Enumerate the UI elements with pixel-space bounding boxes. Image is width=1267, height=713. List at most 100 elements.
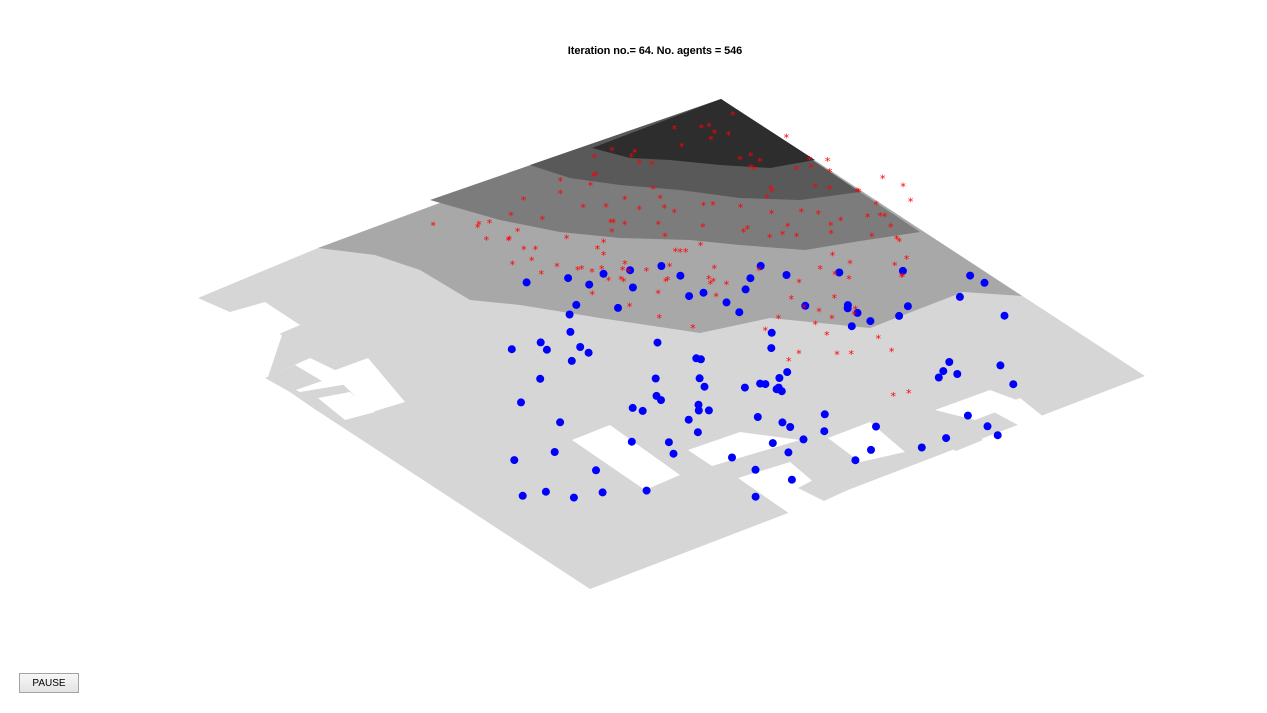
red-agent-marker: * (622, 194, 628, 207)
blue-agent-marker (700, 382, 709, 391)
red-agent-marker: * (815, 208, 821, 221)
red-agent-marker: * (698, 122, 704, 135)
red-agent-marker: * (673, 246, 679, 259)
red-agent-marker: * (737, 154, 743, 167)
blue-agent-marker (685, 292, 694, 301)
blue-agent-marker (735, 308, 744, 317)
red-agent-marker: * (888, 221, 894, 234)
blue-agent-marker (963, 411, 972, 420)
red-agent-marker: * (637, 158, 643, 171)
red-agent-marker: * (882, 211, 888, 224)
blue-agent-marker (556, 418, 565, 427)
blue-agent-marker (693, 428, 702, 437)
red-agent-marker: * (609, 226, 615, 239)
red-agent-marker: * (894, 233, 900, 246)
blue-agent-marker (642, 486, 651, 495)
red-agent-marker: * (757, 156, 763, 169)
red-agent-marker: * (834, 348, 840, 361)
blue-agent-marker (768, 439, 777, 448)
blue-agent-marker (934, 373, 943, 382)
red-agent-marker: * (892, 260, 898, 273)
red-agent-marker: * (794, 164, 800, 177)
red-agent-marker: * (890, 390, 896, 403)
blue-agent-marker (572, 300, 581, 309)
terrain-gap-3 (330, 358, 405, 412)
red-agent-marker: * (608, 217, 614, 230)
blue-agent-marker (694, 406, 703, 415)
red-agent-marker: * (620, 264, 626, 277)
blue-agent-marker (756, 379, 765, 388)
blue-agent-marker (704, 406, 713, 415)
blue-agent-marker (542, 345, 551, 354)
red-agent-marker: * (856, 186, 862, 199)
blue-agent-marker (585, 280, 594, 289)
blue-agent-marker (996, 361, 1005, 370)
blue-agent-marker (903, 302, 912, 311)
blue-agent-marker (569, 493, 578, 502)
blue-agent-marker (843, 304, 852, 313)
red-agent-marker: * (776, 313, 782, 326)
red-agent-marker: * (854, 185, 860, 198)
blue-agent-marker (835, 268, 844, 277)
red-agent-marker: * (580, 202, 586, 215)
red-agent-marker: * (708, 278, 714, 291)
blue-agent-marker (740, 383, 749, 392)
red-agent-marker: * (650, 183, 656, 196)
blue-agent-marker (847, 322, 856, 331)
red-agent-marker: * (506, 234, 512, 247)
red-agent-marker: * (713, 290, 719, 303)
red-agent-marker: * (690, 322, 696, 335)
red-agent-marker: * (798, 206, 804, 219)
red-agent-marker: * (780, 228, 786, 241)
red-agent-marker: * (712, 263, 718, 276)
red-agent-marker: * (889, 345, 895, 358)
red-agent-marker: * (824, 329, 830, 342)
red-agent-marker: * (851, 309, 857, 322)
blue-agent-marker (945, 358, 954, 366)
red-agent-marker: * (865, 211, 871, 224)
blue-agent-marker (541, 487, 550, 496)
red-agent-marker: * (708, 134, 714, 147)
red-agent-marker: * (665, 274, 671, 287)
blue-agent-marker (751, 492, 760, 501)
red-agent-marker: * (625, 266, 631, 279)
red-agent-marker: * (700, 221, 706, 234)
terrain-gap-7 (738, 462, 835, 514)
blue-agent-marker (786, 423, 795, 431)
blue-agent-marker (772, 385, 781, 394)
terrain-gap-8 (828, 422, 905, 462)
red-agent-marker: * (591, 171, 597, 184)
terrain-gap-10 (990, 398, 1045, 425)
red-agent-marker: * (622, 219, 628, 232)
blue-agent-marker (565, 310, 574, 319)
terrain-gap-1 (230, 302, 300, 340)
red-agent-marker: * (711, 276, 717, 289)
blue-agent-marker (657, 262, 666, 270)
red-agent-marker: * (827, 166, 833, 179)
red-agent-marker: * (539, 213, 545, 226)
blue-agent-marker (953, 370, 962, 378)
red-agent-marker: * (873, 198, 879, 211)
blue-agent-marker (695, 374, 704, 383)
red-agent-marker: * (869, 231, 875, 244)
red-agent-marker: * (899, 271, 905, 284)
terrain-gaps (230, 302, 1045, 514)
red-agent-marker: * (748, 150, 754, 163)
pause-button[interactable]: PAUSE (19, 673, 79, 693)
red-agent-marker: * (748, 162, 754, 175)
blue-agent-marker (626, 266, 635, 275)
blue-agent-marker (567, 356, 576, 365)
red-agent-marker: * (900, 270, 906, 283)
blue-agent-marker (657, 396, 665, 405)
blue-agent-marker (676, 271, 685, 280)
blue-agent-marker (651, 374, 660, 383)
red-agent-marker: * (655, 288, 661, 301)
blue-agent-marker (778, 418, 787, 427)
blue-agent-marker (550, 448, 559, 456)
red-agent-marker: * (629, 151, 635, 164)
red-agent-marker: * (554, 261, 560, 274)
red-agent-marker: * (904, 253, 910, 266)
blue-agent-marker (684, 415, 693, 424)
red-agent-marker: * (756, 265, 762, 278)
red-agent-marker: * (539, 268, 545, 281)
